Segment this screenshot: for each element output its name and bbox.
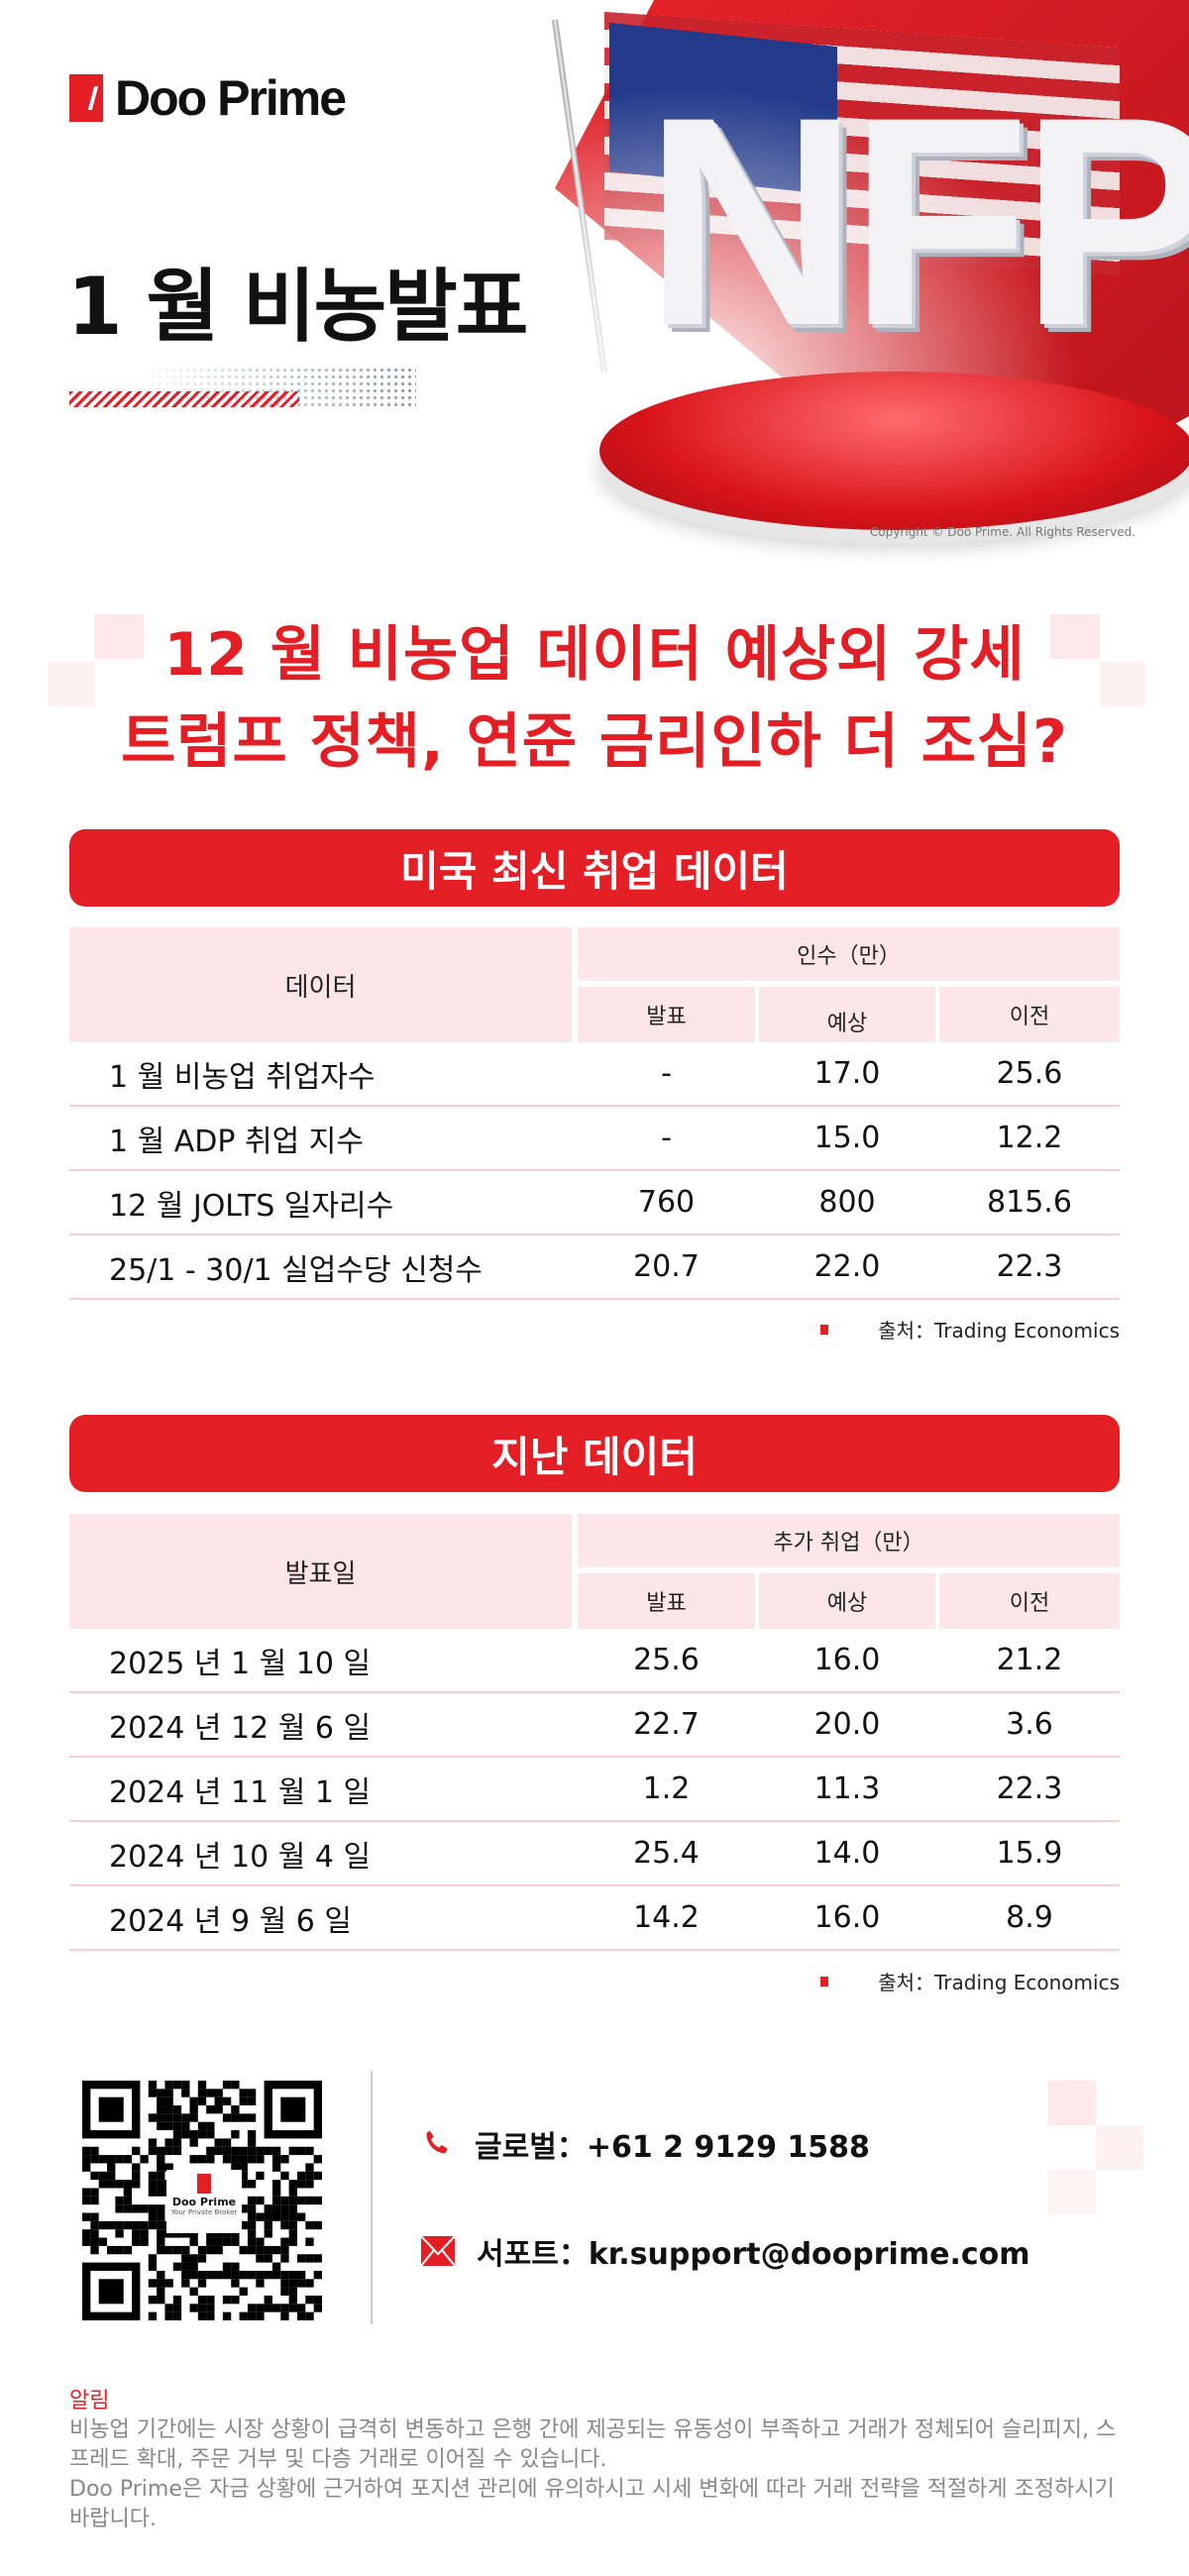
cell-previous: 25.6	[996, 1056, 1063, 1091]
cell-previous: 21.2	[996, 1643, 1063, 1677]
section-title-bar: 미국 최신 취업 데이터	[69, 829, 1120, 907]
deco-square	[48, 662, 94, 706]
subheader-previous: 이전	[939, 987, 1120, 1042]
cell-actual: 25.6	[633, 1643, 700, 1677]
notice-paragraph: Doo Prime은 자금 상황에 근거하여 포지션 관리에 유의하시고 시세 …	[69, 2477, 1115, 2531]
subheader-actual: 발표	[578, 1573, 755, 1629]
table-row: 2024 년 10 월 4 일 25.4 14.0 15.9	[69, 1822, 1120, 1886]
qr-brand: Doo Prime	[171, 2196, 237, 2208]
email-label: 서포트：	[477, 2237, 589, 2272]
source-text: 출처：Trading Economics	[878, 1319, 1120, 1342]
deco-square	[1048, 2170, 1096, 2214]
qr-tagline: Your Private Broker	[170, 2208, 238, 2216]
row-label: 1 월 ADP 취업 지수	[109, 1124, 364, 1159]
deco-square	[1050, 614, 1100, 659]
table-row: 2024 년 9 월 6 일 14.2 16.0 8.9	[69, 1886, 1120, 1951]
phone-icon	[426, 2130, 448, 2154]
subheader-forecast: 예상	[759, 987, 935, 1042]
section-title-bar: 지난 데이터	[69, 1415, 1120, 1492]
cell-actual: -	[661, 1121, 672, 1155]
cell-previous: 15.9	[996, 1836, 1063, 1871]
cell-previous: 815.6	[987, 1185, 1072, 1220]
subheader-actual: 발표	[578, 987, 755, 1042]
cell-previous: 22.3	[996, 1249, 1063, 1284]
table-row: 1 월 비농업 취업자수 - 17.0 25.6	[69, 1042, 1120, 1107]
cell-forecast: 20.0	[813, 1707, 881, 1742]
table-row: 1 월 ADP 취업 지수 - 15.0 12.2	[69, 1107, 1120, 1171]
row-label: 2024 년 9 월 6 일	[109, 1903, 353, 1939]
cell-previous: 12.2	[996, 1121, 1063, 1155]
cell-forecast: 16.0	[813, 1900, 881, 1935]
cell-actual: 22.7	[633, 1707, 700, 1742]
notice-text: 비농업 기간에는 시장 상황이 급격히 변동하고 은행 간에 제공되는 유동성이…	[69, 2415, 1130, 2534]
bullet-icon	[820, 1976, 829, 1986]
row-label: 2024 년 10 월 4 일	[109, 1839, 372, 1875]
copyright-text: Copyright © Doo Prime. All Rights Reserv…	[870, 525, 1136, 539]
cell-forecast: 11.3	[813, 1771, 881, 1806]
hero-platform	[599, 372, 1189, 530]
cell-forecast: 14.0	[813, 1836, 881, 1871]
cell-forecast: 17.0	[813, 1056, 881, 1091]
phone-number[interactable]: +61 2 9129 1588	[586, 2130, 870, 2165]
table-row: 2024 년 11 월 1 일 1.2 11.3 22.3	[69, 1758, 1120, 1822]
qr-code[interactable]	[82, 2081, 322, 2320]
cell-forecast: 16.0	[813, 1643, 881, 1677]
divider	[371, 2071, 373, 2324]
cell-actual: 1.2	[642, 1771, 691, 1806]
source-note: 출처：Trading Economics	[820, 1967, 1120, 1995]
subheader-previous: 이전	[939, 1573, 1120, 1629]
deco-square	[94, 614, 144, 659]
row-label: 1 월 비농업 취업자수	[109, 1059, 376, 1095]
notice-paragraph: 비농업 기간에는 시장 상황이 급격히 변동하고 은행 간에 제공되는 유동성이…	[69, 2417, 1117, 2472]
phone-label: 글로벌：	[475, 2130, 587, 2165]
mail-icon	[421, 2236, 455, 2266]
email-contact[interactable]: 서포트：kr.support@dooprime.com	[421, 2229, 1030, 2273]
cell-forecast: 15.0	[813, 1121, 881, 1155]
notice-title: 알림	[69, 2389, 110, 2414]
cell-previous: 22.3	[996, 1771, 1063, 1806]
group-header: 인수（만）	[578, 927, 1120, 981]
row-label: 25/1 - 30/1 실업수당 신청수	[109, 1252, 483, 1288]
deco-square	[1048, 2081, 1096, 2125]
group-header: 추가 취업（만）	[578, 1514, 1120, 1567]
column-header-date: 발표일	[69, 1514, 572, 1629]
table-row: 2025 년 1 월 10 일 25.6 16.0 21.2	[69, 1629, 1120, 1693]
brand-logo: Doo Prime	[69, 69, 347, 127]
bullet-icon	[820, 1324, 829, 1335]
phone-contact[interactable]: 글로벌：+61 2 9129 1588	[421, 2122, 870, 2166]
email-address[interactable]: kr.support@dooprime.com	[588, 2237, 1030, 2272]
cell-actual: -	[661, 1056, 672, 1091]
logo-text: Doo Prime	[115, 70, 347, 126]
row-label: 2024 년 11 월 1 일	[109, 1774, 372, 1810]
cell-actual: 760	[637, 1185, 696, 1220]
logo-mark-icon	[197, 2174, 211, 2194]
qr-logo: Doo Prime Your Private Broker	[166, 2170, 242, 2233]
nfp-graphic: NFP	[644, 54, 1189, 387]
column-header-data: 데이터	[69, 927, 572, 1042]
cell-actual: 20.7	[633, 1249, 700, 1284]
cell-forecast: 22.0	[813, 1249, 881, 1284]
cell-actual: 25.4	[633, 1836, 700, 1871]
source-note: 출처：Trading Economics	[820, 1315, 1120, 1343]
subheader-forecast: 예상	[759, 1573, 935, 1629]
cell-previous: 8.9	[1006, 1900, 1053, 1935]
table-row: 25/1 - 30/1 실업수당 신청수 20.7 22.0 22.3	[69, 1235, 1120, 1300]
row-label: 2025 년 1 월 10 일	[109, 1646, 372, 1681]
row-label: 2024 년 12 월 6 일	[109, 1710, 372, 1746]
source-text: 출처：Trading Economics	[878, 1971, 1120, 1994]
table-row: 12 월 JOLTS 일자리수 760 800 815.6	[69, 1171, 1120, 1235]
stripe-decoration	[69, 391, 299, 407]
cell-previous: 3.6	[1006, 1707, 1053, 1742]
logo-mark-icon	[69, 74, 103, 122]
table-row: 2024 년 12 월 6 일 22.7 20.0 3.6	[69, 1693, 1120, 1758]
deco-square	[1100, 662, 1144, 706]
cell-forecast: 800	[818, 1185, 876, 1220]
page-title: 1 월 비농발표	[67, 261, 528, 353]
headline-line-1: 12 월 비농업 데이터 예상외 강세	[163, 620, 1026, 690]
deco-square	[1096, 2125, 1143, 2170]
cell-actual: 14.2	[633, 1900, 700, 1935]
headline-line-2: 트럼프 정책, 연준 금리인하 더 조심?	[121, 707, 1068, 777]
row-label: 12 월 JOLTS 일자리수	[109, 1188, 394, 1224]
